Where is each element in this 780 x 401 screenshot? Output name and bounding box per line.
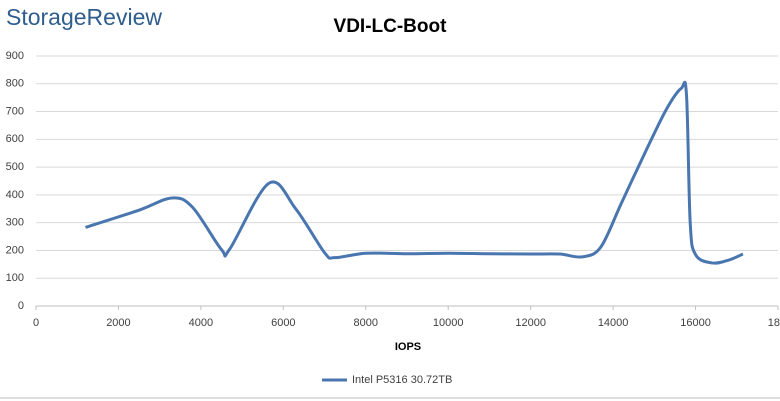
x-tick-label: 16000 (680, 317, 711, 329)
x-tick-label: 2000 (106, 317, 130, 329)
x-tick-label: 18 (768, 317, 780, 329)
chart-title: VDI-LC-Boot (334, 16, 448, 37)
y-tick-label: 500 (6, 161, 24, 173)
y-tick-label: 200 (6, 244, 24, 256)
x-tick-label: 8000 (354, 317, 378, 329)
y-tick-label: 800 (6, 78, 24, 90)
x-tick-label: 14000 (598, 317, 629, 329)
y-tick-label: 300 (6, 217, 24, 229)
y-tick-label: 400 (6, 189, 24, 201)
x-tick-label: 6000 (271, 317, 295, 329)
y-tick-label: 700 (6, 105, 24, 117)
x-tick-label: 4000 (189, 317, 213, 329)
logo: StorageReview (6, 4, 162, 30)
y-tick-label: 900 (6, 50, 24, 62)
x-tick-label: 10000 (433, 317, 464, 329)
series-line (85, 80, 744, 265)
legend-label: Intel P5316 30.72TB (352, 374, 452, 386)
y-tick-label: 0 (18, 300, 24, 312)
y-tick-label: 100 (6, 272, 24, 284)
x-tick-label: 12000 (515, 317, 546, 329)
x-tick-label: 0 (33, 317, 39, 329)
x-axis-label: IOPS (395, 341, 421, 353)
y-tick-label: 600 (6, 133, 24, 145)
